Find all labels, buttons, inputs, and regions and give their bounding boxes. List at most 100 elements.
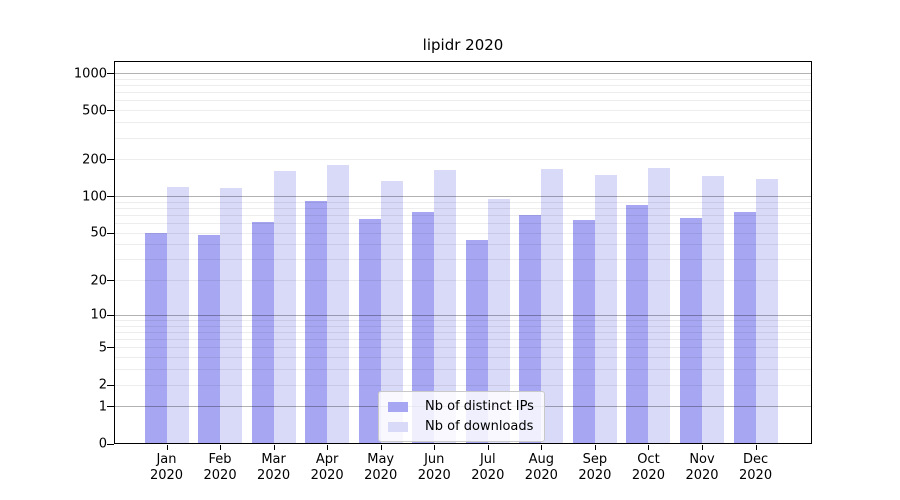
bar-downloads-sep bbox=[594, 175, 617, 444]
bar-distinct-ips-feb bbox=[198, 235, 221, 444]
x-tick-label-dec: Dec 2020 bbox=[726, 452, 786, 484]
x-tick-label-may: May 2020 bbox=[351, 452, 411, 484]
legend-label-downloads: Nb of downloads bbox=[425, 419, 534, 434]
bar-distinct-ips-oct bbox=[626, 204, 649, 444]
y-tick-mark-500 bbox=[107, 110, 114, 112]
bar-downloads-apr bbox=[327, 164, 350, 444]
bar-downloads-jun bbox=[434, 169, 457, 444]
y-tick-label-200: 200 bbox=[82, 152, 107, 168]
x-tick-label-sep: Sep 2020 bbox=[565, 452, 625, 484]
x-tick-label-month: May bbox=[367, 452, 395, 467]
y-tick-mark-1 bbox=[107, 406, 114, 408]
x-tick-label-jun: Jun 2020 bbox=[404, 452, 464, 484]
x-tick-label-aug: Aug 2020 bbox=[511, 452, 571, 484]
bar-distinct-ips-sep bbox=[572, 220, 595, 444]
bar-distinct-ips-apr bbox=[305, 200, 328, 444]
x-tick-label-year: 2020 bbox=[685, 468, 719, 483]
y-tick-mark-20 bbox=[107, 280, 114, 282]
x-tick-label-year: 2020 bbox=[739, 468, 773, 483]
x-tick-mark-jun bbox=[434, 445, 436, 450]
y-tick-label-1: 1 bbox=[98, 399, 107, 415]
x-tick-label-month: Mar bbox=[261, 452, 286, 467]
x-tick-label-month: Jun bbox=[424, 452, 445, 467]
y-tick-label-20: 20 bbox=[90, 273, 107, 289]
legend: Nb of distinct IPs Nb of downloads bbox=[378, 391, 545, 442]
x-tick-label-month: Oct bbox=[637, 452, 660, 467]
y-tick-mark-1000 bbox=[107, 73, 114, 75]
x-tick-label-month: Feb bbox=[208, 452, 232, 467]
bar-downloads-jan bbox=[166, 186, 189, 444]
bar-distinct-ips-aug bbox=[519, 214, 542, 444]
bar-distinct-ips-mar bbox=[251, 221, 274, 444]
legend-item-distinct-ips: Nb of distinct IPs bbox=[388, 398, 534, 415]
x-tick-label-feb: Feb 2020 bbox=[190, 452, 250, 484]
bars-layer bbox=[114, 61, 812, 444]
x-tick-label-month: Jan bbox=[156, 452, 177, 467]
x-tick-label-mar: Mar 2020 bbox=[244, 452, 304, 484]
bar-distinct-ips-jun bbox=[412, 211, 435, 444]
x-tick-label-month: Aug bbox=[528, 452, 555, 467]
bar-distinct-ips-may bbox=[358, 218, 381, 444]
x-tick-label-jan: Jan 2020 bbox=[137, 452, 197, 484]
bar-downloads-jul bbox=[487, 198, 510, 444]
y-tick-label-100: 100 bbox=[82, 189, 107, 205]
x-tick-label-month: Dec bbox=[742, 452, 769, 467]
x-tick-mark-jan bbox=[166, 445, 168, 450]
x-tick-label-year: 2020 bbox=[578, 468, 612, 483]
bar-distinct-ips-jan bbox=[144, 233, 167, 444]
legend-label-distinct-ips: Nb of distinct IPs bbox=[425, 399, 534, 414]
legend-swatch-distinct-ips bbox=[388, 401, 408, 412]
bar-distinct-ips-dec bbox=[733, 211, 756, 444]
y-tick-label-2: 2 bbox=[98, 377, 107, 393]
bar-downloads-aug bbox=[541, 168, 564, 444]
y-tick-label-10: 10 bbox=[90, 307, 107, 323]
x-tick-label-year: 2020 bbox=[310, 468, 344, 483]
y-tick-mark-10 bbox=[107, 314, 114, 316]
y-tick-mark-2 bbox=[107, 384, 114, 386]
x-tick-label-month: Apr bbox=[315, 452, 339, 467]
y-tick-label-500: 500 bbox=[82, 103, 107, 119]
x-tick-label-year: 2020 bbox=[524, 468, 558, 483]
x-tick-mark-feb bbox=[220, 445, 222, 450]
x-tick-label-month: Nov bbox=[689, 452, 715, 467]
chart-title: lipidr 2020 bbox=[422, 36, 504, 54]
x-tick-label-jul: Jul 2020 bbox=[458, 452, 518, 484]
x-tick-mark-mar bbox=[273, 445, 275, 450]
bar-downloads-oct bbox=[648, 168, 671, 444]
y-tick-mark-50 bbox=[107, 232, 114, 234]
y-tick-label-1000: 1000 bbox=[73, 66, 107, 82]
x-tick-label-apr: Apr 2020 bbox=[297, 452, 357, 484]
bar-distinct-ips-nov bbox=[680, 217, 702, 444]
y-tick-label-5: 5 bbox=[98, 340, 107, 356]
legend-swatch-downloads bbox=[388, 421, 408, 432]
x-tick-label-year: 2020 bbox=[149, 468, 184, 483]
x-tick-label-month: Jul bbox=[479, 452, 496, 467]
plot-area: Nb of distinct IPs Nb of downloads bbox=[114, 61, 812, 444]
y-tick-label-50: 50 bbox=[90, 225, 107, 241]
y-tick-mark-200 bbox=[107, 159, 114, 161]
x-tick-mark-may bbox=[380, 445, 382, 450]
x-tick-mark-apr bbox=[327, 445, 329, 450]
x-tick-mark-nov bbox=[702, 445, 703, 450]
x-tick-mark-oct bbox=[648, 445, 650, 450]
bar-downloads-feb bbox=[220, 187, 243, 444]
x-tick-label-year: 2020 bbox=[364, 468, 398, 483]
x-tick-label-year: 2020 bbox=[257, 468, 291, 483]
x-tick-label-year: 2020 bbox=[203, 468, 237, 483]
legend-item-downloads: Nb of downloads bbox=[388, 418, 534, 435]
x-tick-mark-sep bbox=[594, 445, 596, 450]
y-tick-label-0: 0 bbox=[98, 436, 107, 452]
x-tick-mark-jul bbox=[487, 445, 489, 450]
bar-downloads-nov bbox=[702, 175, 724, 444]
x-tick-label-nov: Nov 2020 bbox=[672, 452, 732, 484]
x-tick-mark-dec bbox=[755, 445, 757, 450]
x-tick-mark-aug bbox=[541, 445, 543, 450]
y-tick-mark-100 bbox=[107, 196, 114, 198]
x-tick-label-oct: Oct 2020 bbox=[618, 452, 678, 484]
y-tick-mark-0 bbox=[107, 443, 114, 445]
x-tick-label-year: 2020 bbox=[417, 468, 451, 483]
bar-downloads-dec bbox=[755, 179, 778, 444]
x-tick-label-year: 2020 bbox=[631, 468, 665, 483]
y-tick-mark-5 bbox=[107, 347, 114, 349]
